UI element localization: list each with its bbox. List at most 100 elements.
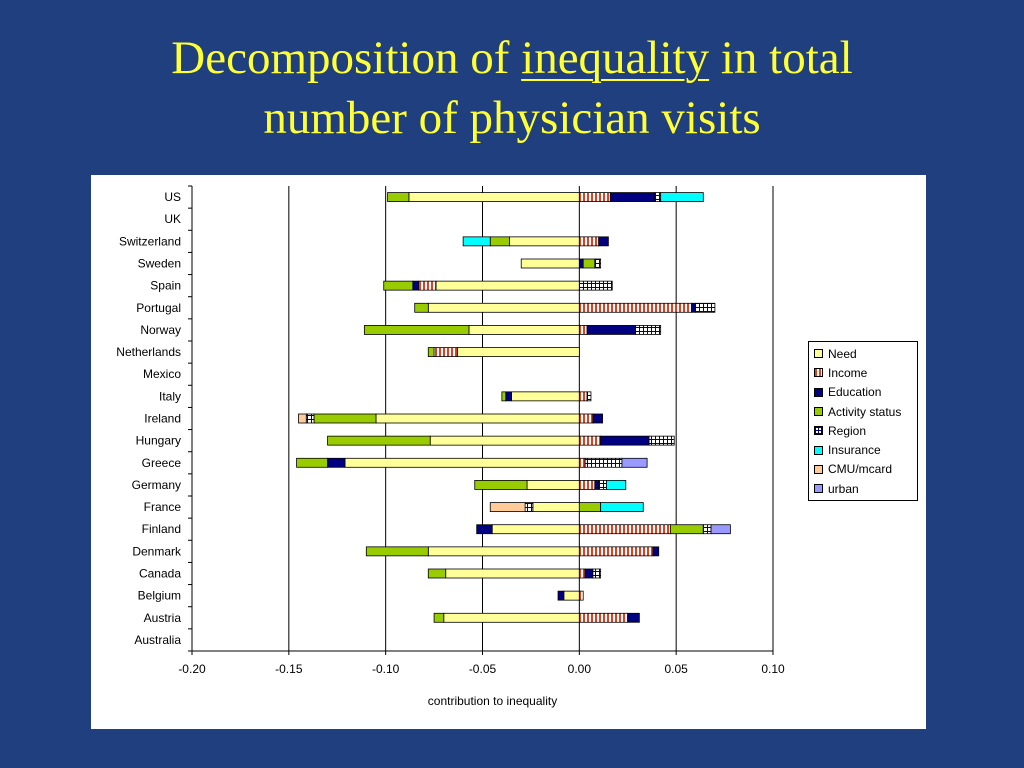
title-text-underlined: inequality <box>521 32 710 84</box>
bar-segment-activity-status-norway <box>363 325 470 335</box>
bar-segment-region-finland <box>702 524 712 535</box>
bar-segment-need-belgium <box>563 590 580 601</box>
bar-segment-need-netherlands <box>456 347 580 357</box>
bar-segment-region-hungary <box>648 435 675 446</box>
bar-segment-activity-status-italy <box>501 391 507 402</box>
legend-item: Insurance <box>809 440 917 459</box>
bar-segment-region-ireland <box>305 413 315 424</box>
x-tick-label: 0.00 <box>568 662 592 676</box>
x-tick-label: 0.10 <box>761 662 785 676</box>
x-tick-label: 0.05 <box>664 662 688 676</box>
y-tick-label: Denmark <box>132 544 182 558</box>
y-tick-label: Norway <box>140 323 181 337</box>
legend-swatch <box>814 445 823 455</box>
bar-segment-insurance-us <box>660 192 704 202</box>
x-tick-label: -0.15 <box>275 662 303 676</box>
x-axis-label: contribution to inequality <box>428 694 557 708</box>
y-tick-label: France <box>144 500 182 514</box>
legend-swatch <box>814 484 823 494</box>
title-line-2: number of physician visits <box>263 92 761 144</box>
bar-segment-activity-status-us <box>387 192 410 202</box>
bar-segment-education-finland <box>476 524 493 535</box>
bar-segment-income-spain <box>418 280 437 291</box>
bar-segment-need-us <box>408 192 580 202</box>
y-tick-label: Belgium <box>138 589 181 603</box>
y-tick-label: Ireland <box>144 412 181 426</box>
bar-segment-activity-status-germany <box>474 480 528 490</box>
chart-svg: US UK Switzerland Sweden Spain Portugal Norway… <box>116 185 785 708</box>
bar-segment-insurance-germany <box>606 480 627 490</box>
legend-label: Need <box>828 346 857 361</box>
legend-label: Insurance <box>828 443 881 458</box>
bar-segment-income-finland <box>578 524 671 535</box>
bar-segment-region-germany <box>598 480 607 490</box>
bar-segment-activity-status-france <box>578 502 602 512</box>
legend-swatch <box>814 387 823 397</box>
bar-segment-education-portugal <box>691 302 696 313</box>
y-tick-label: Austria <box>144 611 182 625</box>
legend-item: Income <box>809 363 917 382</box>
bar-segment-education-hungary <box>600 435 650 446</box>
y-tick-label: Sweden <box>138 257 181 271</box>
legend-label: urban <box>828 481 859 496</box>
bar-segment-activity-status-netherlands <box>427 347 435 357</box>
bar-segment-urban-finland <box>710 524 731 535</box>
bar-segment-need-sweden <box>520 258 580 269</box>
legend-swatch <box>814 368 823 378</box>
bar-segment-region-norway <box>635 325 662 335</box>
bar-segment-region-greece <box>584 457 623 468</box>
bar-segment-income-belgium <box>578 590 584 601</box>
y-tick-label: UK <box>164 212 181 226</box>
y-tick-label: Germany <box>132 478 181 492</box>
bar-segment-income-us <box>578 192 611 202</box>
bar-segment-activity-status-switzerland <box>489 236 511 247</box>
bar-segment-income-italy <box>578 391 588 402</box>
x-tick-label: -0.20 <box>178 662 206 676</box>
legend-item: Education <box>809 383 917 402</box>
bar-segment-need-denmark <box>427 546 580 557</box>
bar-segment-urban-greece <box>621 457 648 468</box>
bar-segment-need-germany <box>526 480 580 490</box>
bar-segment-need-switzerland <box>509 236 580 247</box>
chart-legend: Need Income Education Activity status Region… <box>808 341 918 502</box>
bar-segment-education-germany <box>594 480 600 490</box>
legend-label: Education <box>828 385 882 400</box>
legend-label: Activity status <box>828 404 902 419</box>
bar-segment-cmu-mcard-france <box>489 502 526 512</box>
bar-segment-education-norway <box>586 325 636 335</box>
x-tick-label: -0.10 <box>372 662 400 676</box>
bar-segment-region-canada <box>592 568 602 579</box>
bar-segment-activity-status-sweden <box>582 258 596 269</box>
legend-swatch <box>814 407 823 417</box>
title-text-part1: Decomposition of <box>171 32 522 84</box>
legend-label: CMU/mcard <box>828 462 893 477</box>
legend-label: Income <box>828 365 868 380</box>
y-tick-label: Canada <box>139 567 181 581</box>
bar-segment-income-netherlands <box>433 347 458 357</box>
bar-segment-insurance-switzerland <box>462 236 491 247</box>
bar-segment-region-spain <box>578 280 613 291</box>
bar-segment-region-us <box>654 192 662 202</box>
bar-segment-activity-status-canada <box>427 568 447 579</box>
y-tick-label: Spain <box>150 279 181 293</box>
bar-segment-income-hungary <box>578 435 602 446</box>
legend-item: Need <box>809 344 917 363</box>
bar-segment-need-norway <box>468 325 580 335</box>
slide-title: Decomposition of inequality in total num… <box>0 28 1024 148</box>
bar-segment-region-france <box>524 502 534 512</box>
bar-segment-education-denmark <box>652 546 660 557</box>
bar-segment-income-austria <box>578 612 629 623</box>
y-tick-label: US <box>164 190 181 204</box>
bar-segment-education-italy <box>505 391 512 402</box>
y-tick-label: Australia <box>134 633 181 647</box>
bar-segment-activity-status-portugal <box>414 302 429 313</box>
bar-segment-education-canada <box>584 568 594 579</box>
bar-segment-education-austria <box>627 612 640 623</box>
bar-segment-activity-status-greece <box>296 457 328 468</box>
bar-segment-need-france <box>532 502 580 512</box>
bar-segment-income-switzerland <box>578 236 600 247</box>
bar-segment-need-ireland <box>375 413 580 424</box>
bar-segment-region-sweden <box>594 258 602 269</box>
legend-item: Region <box>809 421 917 440</box>
legend-label: Region <box>828 423 867 438</box>
